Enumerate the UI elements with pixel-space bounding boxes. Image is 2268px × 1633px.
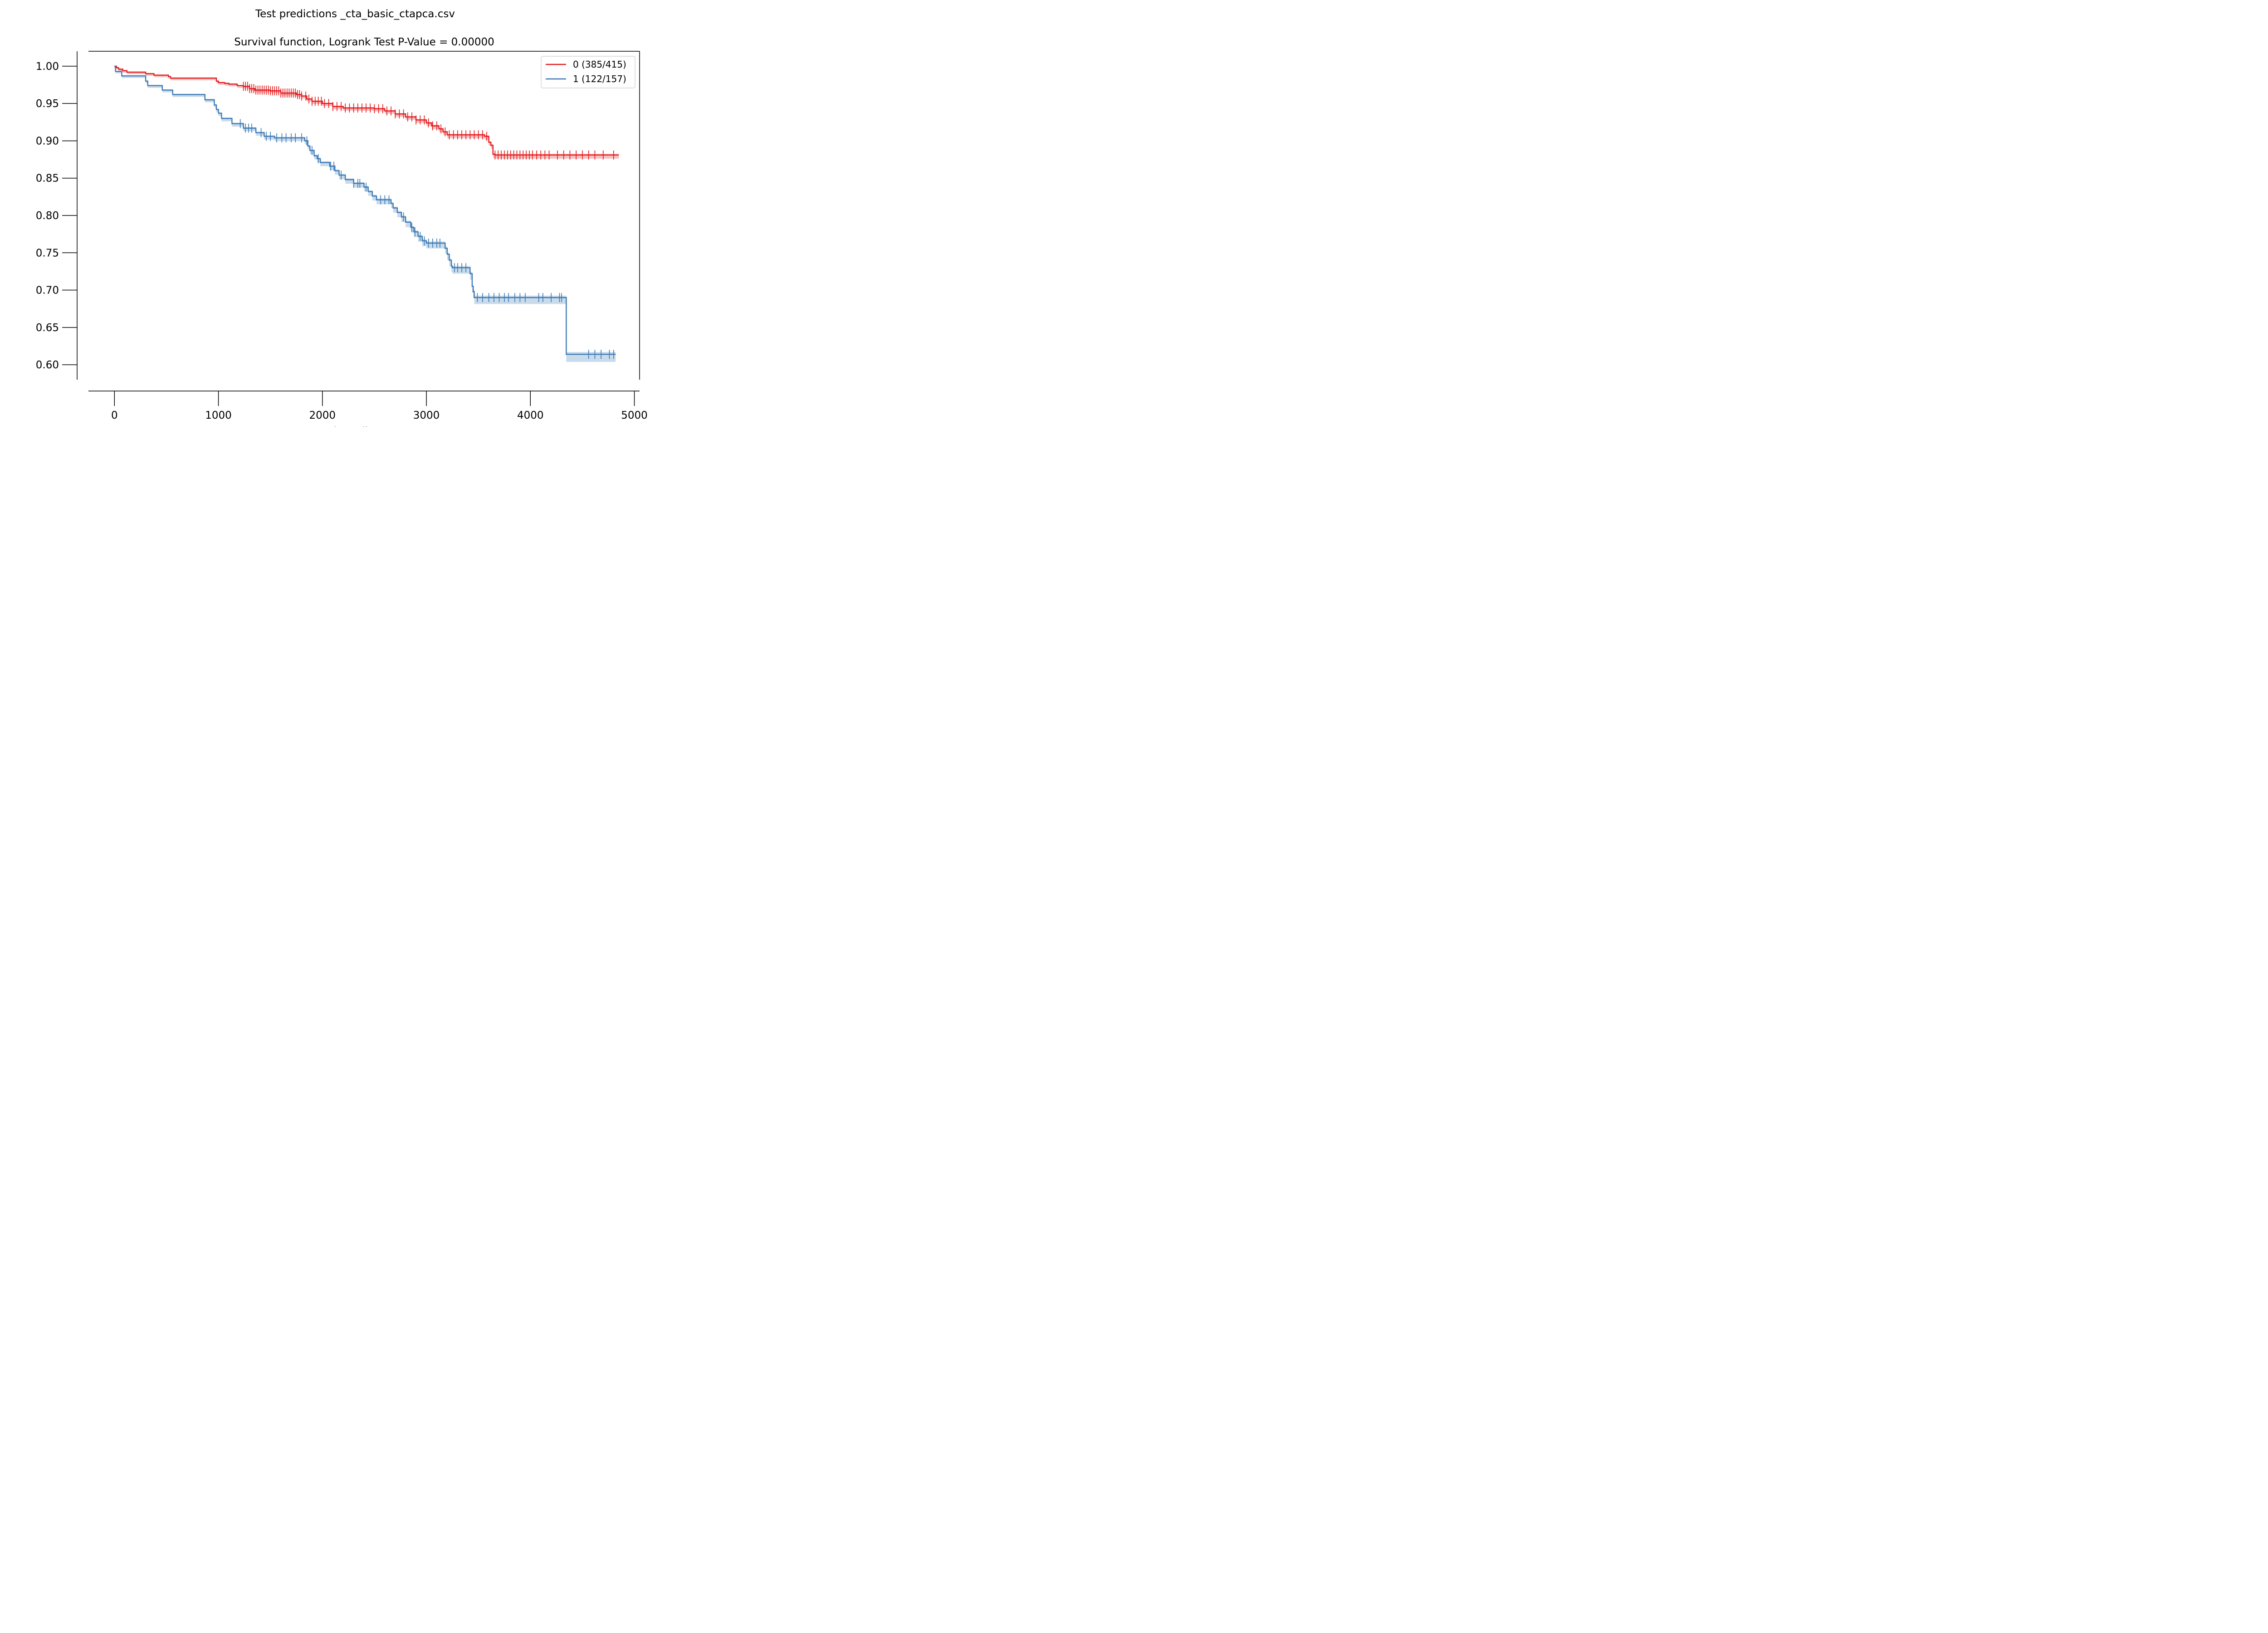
y-tick-label: 0.75 xyxy=(36,247,59,259)
survival-line xyxy=(114,65,616,355)
x-tick-label: 1000 xyxy=(205,410,232,421)
series-1 xyxy=(114,65,616,362)
y-tick-label: 1.00 xyxy=(36,61,59,73)
x-tick-label: 2000 xyxy=(309,410,336,421)
x-axis-label: time_diag xyxy=(329,425,381,427)
survival-plot: Test predictions _cta_basic_ctapca.csv S… xyxy=(36,8,648,437)
series-0 xyxy=(114,65,619,160)
legend: 0 (385/415) 1 (122/157) xyxy=(541,56,635,88)
y-tick-label: 0.95 xyxy=(36,98,59,110)
chart-title: Test predictions _cta_basic_ctapca.csv xyxy=(255,8,455,20)
chart-subtitle: Survival function, Logrank Test P-Value … xyxy=(234,36,494,48)
y-tick-label: 0.60 xyxy=(36,359,59,371)
x-tick-label: 0 xyxy=(111,410,118,421)
legend-label: 0 (385/415) xyxy=(573,59,626,70)
x-tick-label: 5000 xyxy=(621,410,648,421)
x-tick-label: 3000 xyxy=(413,410,440,421)
series-layer xyxy=(114,65,619,362)
x-axis: 0 1000 2000 3000 4000 5000 xyxy=(111,391,648,421)
y-tick-label: 0.90 xyxy=(36,135,59,147)
y-tick-label: 0.80 xyxy=(36,210,59,222)
y-tick-label: 0.70 xyxy=(36,285,59,297)
y-axis: 0.60 0.65 0.70 0.75 0.80 0.85 0.90 0.95 1.00 xyxy=(36,61,77,371)
survival-chart: Test predictions _cta_basic_ctapca.csv S… xyxy=(0,0,708,437)
y-tick-label: 0.85 xyxy=(36,173,59,185)
legend-label: 1 (122/157) xyxy=(573,73,626,84)
y-tick-label: 0.65 xyxy=(36,322,59,334)
x-tick-label: 4000 xyxy=(517,410,544,421)
